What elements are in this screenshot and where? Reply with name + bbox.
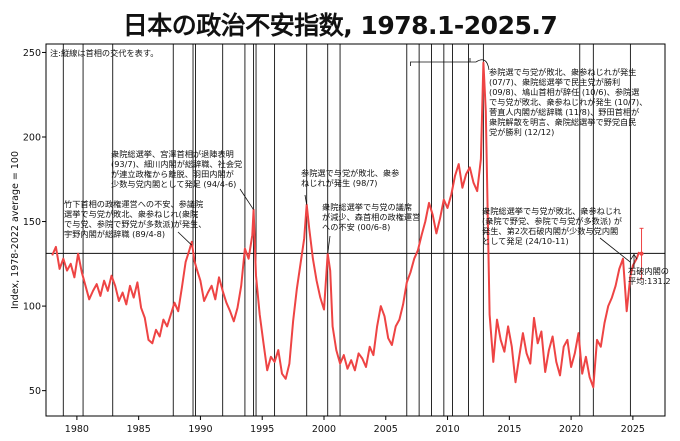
annotation-text: (09/8)、鳩山首相が辞任 (10/6)、参院選 <box>489 87 639 97</box>
annotation-connector <box>239 188 254 210</box>
annotation-text: 少数与党内閣として発足 (94/4-6) <box>111 179 236 189</box>
y-tick-label: 200 <box>23 133 41 144</box>
x-tick-label: 1990 <box>188 424 212 435</box>
x-tick-label: 1995 <box>250 424 274 435</box>
annotation-text: として発足 (24/10-11) <box>482 236 569 246</box>
annotation-text: 竹下首相の政権運営への不安、参議院 <box>64 199 203 209</box>
data-point <box>639 251 644 256</box>
annotation-text: (衆院で野党、参院で与党が多数派) が <box>482 216 622 226</box>
pm-change-lines <box>62 44 631 416</box>
annotation-text: 参院選で与党が敗北、衆参 <box>301 168 399 178</box>
y-axis: 50 100 150 200 250 <box>23 48 46 397</box>
annotation-text: 宇野内閣が総辞職 (89/4-8) <box>64 229 165 239</box>
annotation-text: ねじれが発生 (98/7) <box>301 178 378 188</box>
x-tick-label: 2005 <box>374 424 398 435</box>
y-tick-label: 100 <box>23 302 41 313</box>
x-tick-label: 2010 <box>435 424 459 435</box>
arrow-head <box>630 253 638 260</box>
x-tick-label: 1985 <box>127 424 151 435</box>
annotations: 竹下首相の政権運営への不安、参議院選挙で与党が敗北、衆参ねじれ(衆院で与党、参院… <box>64 67 671 286</box>
plot-frame <box>45 43 666 417</box>
annotation-text: 衆院解散を明言、衆院総選挙で野党自民 <box>489 117 636 127</box>
annotation-text: 衆院総選挙で与党が敗北、衆参ねじれ <box>482 206 621 216</box>
annotation-connector <box>177 231 193 246</box>
annotation-text: 党が勝利 (12/12) <box>489 127 554 137</box>
annotation-text: 衆院総選挙で与党の議席 <box>322 202 412 212</box>
annotation-text: で与党、参院で野党が多数派)が発生、 <box>64 219 206 229</box>
y-tick-label: 50 <box>29 386 41 397</box>
annotation-text: 選挙で与党が敗北、衆参ねじれ(衆院 <box>64 209 198 219</box>
y-tick-label: 250 <box>23 48 41 59</box>
annotation-text: への不安 (00/6-8) <box>322 222 390 232</box>
annotation-text: で与党が敗北、衆参ねじれが発生 (10/7)、 <box>489 97 647 107</box>
annotation-text: が連立政権から離脱、羽田内閣が <box>111 169 234 179</box>
x-tick-label: 2020 <box>559 424 583 435</box>
chart-note: 注:縦線は首相の交代を表す。 <box>50 48 158 58</box>
annotation-text: が減少、森首相の政権運営 <box>322 212 420 222</box>
bracket <box>410 58 476 66</box>
annotation-text: 菅直人内閣が総辞職 (11/8)、野田首相が <box>489 107 639 117</box>
annotation-connector <box>327 235 331 254</box>
annotation-connector <box>599 237 631 263</box>
annotation-text: 参院選で与党が敗北、衆参ねじれが発生 <box>489 67 636 77</box>
annotation-connectors <box>177 58 638 268</box>
chart-title: 日本の政治不安指数, 1978.1-2025.7 <box>122 11 558 40</box>
series-group <box>51 61 644 389</box>
annotation-text: 発生、第2次石破内閣が少数与党内閣 <box>482 226 618 236</box>
annotation-connector <box>475 59 490 71</box>
annotation-text: 平均:131.2 <box>628 276 671 286</box>
y-axis-label: Index, 1978-2022 average = 100 <box>10 151 21 309</box>
annotation-text: 石破内閣の <box>628 266 669 276</box>
annotation-connector <box>304 194 308 205</box>
annotation-text: 衆院総選挙、宮澤首相が退陣表明 <box>111 149 234 159</box>
series-line <box>51 61 641 389</box>
y-tick-label: 150 <box>23 217 41 228</box>
x-tick-label: 2025 <box>621 424 645 435</box>
x-axis: 1980 1985 1990 1995 2000 2005 2010 2015 2020 2025 <box>65 416 645 435</box>
annotation-text: (07/7)、衆院総選挙で民主党が勝利 <box>489 77 620 87</box>
x-tick-label: 2015 <box>497 424 521 435</box>
x-tick-label: 2000 <box>312 424 336 435</box>
x-tick-label: 1980 <box>65 424 89 435</box>
annotation-text: (93/7)、細川内閣が総辞職、社会党 <box>111 159 242 169</box>
